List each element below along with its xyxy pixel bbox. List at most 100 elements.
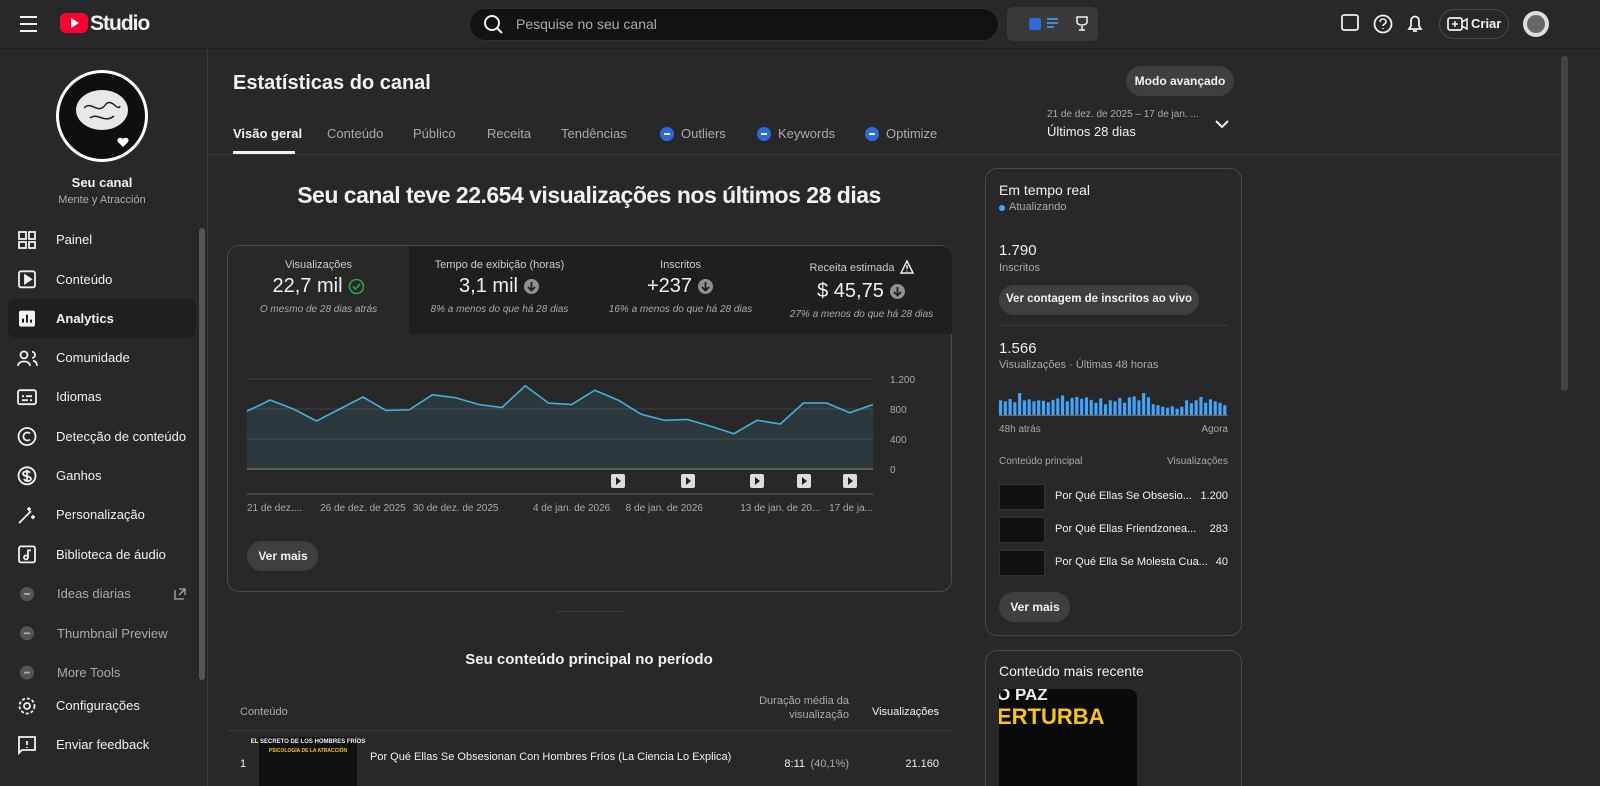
nav-icon	[17, 350, 38, 367]
nav-item-selected[interactable]	[8, 298, 196, 338]
metric-label: Tempo de exibição (horas)	[434, 259, 565, 271]
icon-part	[20, 626, 34, 641]
item-thumbnail	[999, 550, 1045, 576]
item-title[interactable]: Por Qué Ellas Friendzonea...	[1055, 523, 1197, 536]
metric-icon	[698, 279, 714, 294]
metric-tile[interactable]: Visualizações 22,7 mil O mesmo de 28 dias …	[228, 246, 409, 334]
metric-note: O mesmo de 28 dias atrás	[259, 304, 378, 315]
extension-icon	[20, 665, 34, 680]
metric-note: 16% a menos do que há 28 dias	[608, 304, 753, 315]
item-title[interactable]: Por Qué Ellas Se Obsesio...	[1055, 490, 1192, 503]
icon-part	[351, 283, 361, 291]
header-divider	[0, 48, 1600, 49]
row-title[interactable]: Por Qué Ellas Se Obsesionan Con Hombres …	[370, 751, 732, 764]
see-more-button[interactable]	[247, 541, 318, 571]
see-more-label[interactable]: Ver mais	[258, 548, 308, 563]
live-count-button[interactable]	[999, 285, 1199, 315]
row-thumbnail	[259, 737, 357, 786]
metric-tile[interactable]: Receita estimada $ 45,75 27% a menos do qu…	[771, 246, 952, 334]
table-header-divider	[227, 730, 952, 731]
extension-item[interactable]: More Tools	[57, 664, 121, 680]
tab[interactable]: Público	[413, 126, 456, 142]
metric-value: +237	[646, 275, 693, 297]
axis-end: Agora	[1201, 424, 1228, 435]
icon-part	[22, 469, 32, 482]
icon-part	[17, 389, 37, 406]
realtime-views-label: Visualizações · Últimas 48 horas	[999, 359, 1159, 372]
nav-item[interactable]: Idiomas	[56, 389, 102, 405]
top-content-title: Seu conteúdo principal no período	[465, 651, 713, 668]
tab[interactable]: Conteúdo	[327, 126, 384, 142]
nav-item[interactable]: Analytics	[56, 310, 114, 326]
metric-label-row: Inscritos	[660, 259, 701, 271]
metric-label-row: Receita estimada	[810, 259, 914, 276]
live-count-label[interactable]: Ver contagem de inscritos ao vivo	[1006, 293, 1192, 306]
tab-extension-icon	[865, 127, 879, 141]
item-views: 1.200	[1200, 490, 1228, 503]
icon-part	[19, 350, 29, 360]
footer-item[interactable]: Enviar feedback	[56, 737, 150, 753]
footer-icon	[18, 697, 36, 715]
account-avatar-inner	[1527, 15, 1545, 33]
icon-part	[17, 350, 38, 367]
channel-avatar-inner	[59, 73, 145, 159]
section-separator	[556, 611, 624, 612]
top-metric: Visualizações	[1167, 456, 1228, 467]
thumbnail-text: EL SECRETO DE LOS HOMBRES FRÍOS	[250, 739, 366, 746]
account-avatar	[1523, 11, 1549, 37]
nav-item[interactable]: Comunidade	[56, 350, 130, 366]
icon-part	[20, 665, 34, 680]
extension-item[interactable]: Thumbnail Preview	[57, 625, 168, 641]
row-duration-percent: (40,1%)	[810, 758, 849, 771]
search-box[interactable]	[469, 8, 999, 41]
nav-item[interactable]: Ganhos	[56, 468, 102, 483]
realtime-see-more-label[interactable]: Ver mais	[1010, 599, 1060, 614]
realtime-divider	[999, 325, 1229, 326]
extension-item[interactable]: Ideas diarias	[57, 586, 131, 602]
period[interactable]: Últimos 28 dias	[1047, 124, 1136, 140]
tab[interactable]: Visão geral	[233, 126, 303, 142]
metric-tile[interactable]: Inscritos +237 16% a menos do que há 28 di…	[590, 246, 771, 334]
row-rank: 1	[240, 758, 247, 771]
metric-tile[interactable]: Tempo de exibição (horas) 3,1 mil 8% a men…	[409, 246, 590, 334]
icon-part	[757, 127, 771, 141]
nav-icon	[18, 507, 35, 524]
icon-part	[17, 466, 37, 486]
realtime-card	[985, 168, 1242, 636]
nav-item[interactable]: Painel	[56, 232, 93, 248]
create-label[interactable]: Criar	[1471, 16, 1502, 32]
footer-item[interactable]: Configurações	[56, 698, 140, 714]
nav-icon	[18, 270, 36, 289]
tab[interactable]: Keywords	[778, 126, 836, 142]
metric-icon	[899, 259, 914, 274]
realtime-see-more-button[interactable]	[999, 592, 1070, 622]
realtime-status: Atualizando	[1009, 201, 1067, 214]
tab[interactable]: Tendências	[561, 126, 627, 142]
tab[interactable]: Optimize	[886, 126, 938, 142]
metric-label-row: Tempo de exibição (horas)	[435, 259, 565, 271]
advanced-mode-button[interactable]	[1126, 66, 1234, 96]
metric-note-row: 8% a menos do que há 28 dias	[431, 304, 569, 315]
nav-item[interactable]: Biblioteca de áudio	[56, 546, 166, 562]
item-title[interactable]: Por Qué Ella Se Molesta Cua...	[1055, 556, 1208, 569]
advanced-mode-label[interactable]: Modo avançado	[1134, 73, 1226, 88]
nav-item[interactable]: Personalização	[56, 507, 145, 523]
tab[interactable]: Receita	[487, 126, 532, 142]
nav-item[interactable]: Conteúdo	[56, 271, 113, 287]
external-link-icon	[174, 588, 186, 600]
nav-item[interactable]: Detecção de conteúdo	[56, 428, 187, 444]
extension-bar	[1007, 7, 1098, 41]
channel-avatar	[56, 70, 148, 162]
icon-part	[23, 554, 29, 561]
icon-part	[23, 702, 31, 710]
tab[interactable]: Outliers	[681, 126, 726, 142]
icon-part	[18, 545, 36, 564]
row-views: 21.160	[905, 758, 939, 771]
sidebar-divider	[207, 49, 208, 786]
period-chevron	[1215, 120, 1229, 129]
channel-name: Seu canal	[71, 175, 133, 191]
icon-part	[28, 231, 36, 240]
channel-handle: Mente y Atracción	[58, 194, 146, 207]
realtime-views: 1.566	[999, 340, 1037, 357]
tab-extension-icon	[660, 127, 674, 141]
